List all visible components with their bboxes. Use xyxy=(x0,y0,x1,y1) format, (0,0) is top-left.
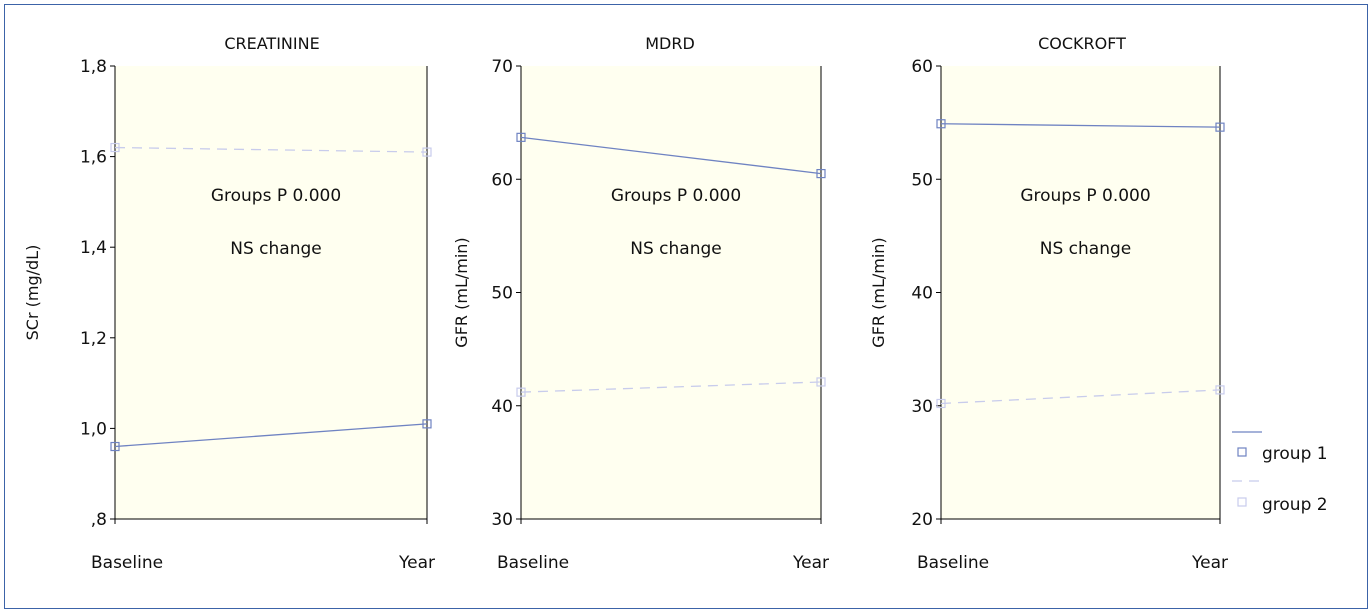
data-point-group-1 xyxy=(816,168,826,179)
x-tick-label: Baseline xyxy=(497,553,569,573)
legend-label-group-1: group 1 xyxy=(1262,444,1328,464)
data-point-group-1 xyxy=(516,132,526,142)
y-axis-label: GFR (mL/min) xyxy=(869,237,888,347)
series-line-group-1 xyxy=(940,123,1221,128)
x-tick-label: Baseline xyxy=(917,553,989,573)
y-tick-label: ,8 xyxy=(91,510,107,530)
y-tick-label: 50 xyxy=(911,170,933,190)
annotation-groups-p: Groups P 0.000 xyxy=(611,186,741,206)
data-point-group-2 xyxy=(516,387,526,397)
legend-marker-group-2 xyxy=(1237,497,1247,507)
y-axis-label: GFR (mL/min) xyxy=(452,237,471,347)
y-tick-label: 30 xyxy=(491,510,513,530)
panel-title: MDRD xyxy=(645,34,695,53)
annotation-groups-p: Groups P 0.000 xyxy=(211,186,341,206)
annotation-ns-change: NS change xyxy=(230,239,321,259)
data-point-group-2 xyxy=(422,147,432,157)
data-point-group-1 xyxy=(422,419,432,429)
data-point-group-2 xyxy=(110,142,120,153)
legend-marker-group-1 xyxy=(1237,447,1247,457)
y-tick-label: 60 xyxy=(911,57,933,77)
panel-title: CREATININE xyxy=(224,34,319,53)
plot-area xyxy=(521,66,821,519)
y-tick-label: 70 xyxy=(491,57,513,77)
y-tick-label: 60 xyxy=(491,170,513,190)
y-tick-label: 1,8 xyxy=(80,57,107,77)
data-point-group-1 xyxy=(1215,122,1225,132)
y-tick-label: 40 xyxy=(911,284,933,304)
y-tick-label: 1,4 xyxy=(80,238,107,258)
panel-title: COCKROFT xyxy=(1038,34,1126,53)
y-tick-label: 20 xyxy=(911,510,933,530)
series-line-group-2 xyxy=(114,146,428,153)
data-point-group-2 xyxy=(816,377,826,387)
data-point-group-2 xyxy=(936,398,946,409)
x-tick-label: Year xyxy=(792,553,829,573)
series-line-group-1 xyxy=(114,423,428,448)
data-point-group-2 xyxy=(1215,385,1225,395)
annotation-groups-p: Groups P 0.000 xyxy=(1020,186,1150,206)
data-point-group-1 xyxy=(110,441,120,452)
plot-area xyxy=(941,66,1220,519)
x-tick-label: Year xyxy=(398,553,435,573)
annotation-ns-change: NS change xyxy=(1040,239,1131,259)
y-tick-label: 50 xyxy=(491,284,513,304)
y-tick-label: 1,2 xyxy=(80,329,107,349)
annotation-ns-change: NS change xyxy=(630,239,721,259)
plot-area xyxy=(115,66,427,519)
series-line-group-1 xyxy=(520,136,822,175)
legend-label-group-2: group 2 xyxy=(1262,495,1328,515)
y-tick-label: 1,6 xyxy=(80,148,107,168)
x-tick-label: Year xyxy=(1191,553,1228,573)
y-axis-label: SCr (mg/dL) xyxy=(23,245,42,341)
y-tick-label: 30 xyxy=(911,397,933,417)
x-tick-label: Baseline xyxy=(91,553,163,573)
y-tick-label: 40 xyxy=(491,397,513,417)
series-line-group-2 xyxy=(940,389,1221,405)
y-tick-label: 1,0 xyxy=(80,419,107,439)
data-point-group-1 xyxy=(936,119,946,129)
